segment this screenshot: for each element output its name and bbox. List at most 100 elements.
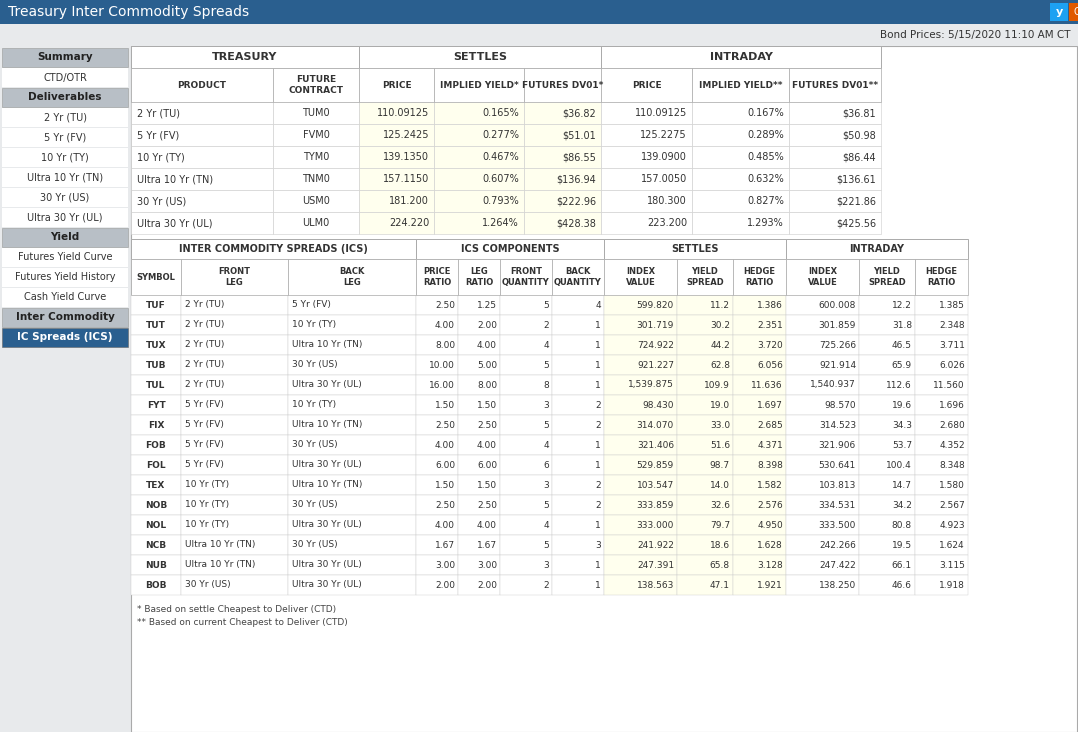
Bar — [677, 475, 733, 495]
Bar — [786, 475, 859, 495]
Text: 241.922: 241.922 — [637, 540, 674, 550]
Bar — [859, 259, 915, 295]
Bar — [789, 102, 881, 124]
Bar — [789, 168, 881, 190]
Bar — [552, 415, 604, 435]
Text: YIELD
SPREAD: YIELD SPREAD — [868, 267, 906, 287]
Bar — [458, 435, 500, 455]
Bar — [786, 259, 859, 295]
Bar — [500, 495, 552, 515]
Text: BOB: BOB — [146, 580, 167, 589]
Bar — [458, 535, 500, 555]
Bar — [677, 495, 733, 515]
Bar — [416, 335, 458, 355]
Bar — [2, 248, 128, 267]
Bar — [132, 46, 359, 68]
Bar — [915, 435, 968, 455]
Bar — [733, 335, 786, 355]
Bar — [434, 68, 524, 102]
Bar — [181, 575, 288, 595]
Bar — [604, 355, 677, 375]
Bar — [677, 259, 733, 295]
Bar — [786, 335, 859, 355]
Text: Bond Prices: 5/15/2020 11:10 AM CT: Bond Prices: 5/15/2020 11:10 AM CT — [880, 30, 1070, 40]
Text: $36.81: $36.81 — [842, 108, 876, 118]
Text: TUX: TUX — [146, 340, 166, 349]
Bar — [733, 395, 786, 415]
Bar — [2, 88, 128, 107]
Bar — [132, 68, 273, 102]
Text: 1.624: 1.624 — [939, 540, 965, 550]
Text: 2 Yr (TU): 2 Yr (TU) — [137, 108, 180, 118]
Bar — [786, 375, 859, 395]
Text: 4.352: 4.352 — [939, 441, 965, 449]
Text: 1.67: 1.67 — [476, 540, 497, 550]
Bar — [733, 415, 786, 435]
Text: 10 Yr (TY): 10 Yr (TY) — [292, 321, 336, 329]
Bar — [181, 395, 288, 415]
Bar — [2, 48, 128, 67]
Bar — [692, 168, 789, 190]
Text: 333.859: 333.859 — [637, 501, 674, 509]
Bar — [458, 335, 500, 355]
Text: 125.2425: 125.2425 — [383, 130, 429, 140]
Text: 2: 2 — [543, 321, 549, 329]
Bar — [458, 515, 500, 535]
Bar — [552, 335, 604, 355]
Text: 112.6: 112.6 — [886, 381, 912, 389]
Text: 4.00: 4.00 — [436, 441, 455, 449]
Bar — [786, 455, 859, 475]
Bar — [288, 455, 416, 475]
Text: 724.922: 724.922 — [637, 340, 674, 349]
Bar — [733, 295, 786, 315]
Bar — [604, 495, 677, 515]
Text: 224.220: 224.220 — [389, 218, 429, 228]
Text: IC Spreads (ICS): IC Spreads (ICS) — [17, 332, 113, 343]
Bar — [602, 168, 692, 190]
Bar — [786, 515, 859, 535]
Bar — [524, 68, 602, 102]
Text: 1: 1 — [595, 561, 602, 569]
Bar — [552, 295, 604, 315]
Text: 2 Yr (TU): 2 Yr (TU) — [185, 321, 224, 329]
Bar — [786, 415, 859, 435]
Bar — [604, 555, 677, 575]
Bar — [733, 475, 786, 495]
Text: 223.200: 223.200 — [647, 218, 687, 228]
Text: PRICE: PRICE — [632, 81, 661, 89]
Bar — [359, 46, 602, 68]
Text: 2: 2 — [543, 580, 549, 589]
Bar — [500, 515, 552, 535]
Bar — [416, 495, 458, 515]
Bar — [859, 355, 915, 375]
Text: 6.026: 6.026 — [939, 360, 965, 370]
Bar — [273, 168, 359, 190]
Text: 4.950: 4.950 — [757, 520, 783, 529]
Text: 51.6: 51.6 — [710, 441, 730, 449]
Text: 2.576: 2.576 — [757, 501, 783, 509]
Text: ULM0: ULM0 — [302, 218, 330, 228]
Text: 2.50: 2.50 — [436, 501, 455, 509]
Text: 11.2: 11.2 — [710, 301, 730, 310]
Bar — [181, 335, 288, 355]
Text: 3.00: 3.00 — [476, 561, 497, 569]
Text: 10 Yr (TY): 10 Yr (TY) — [137, 152, 184, 162]
Bar — [434, 168, 524, 190]
Text: TUB: TUB — [146, 360, 166, 370]
Text: 301.719: 301.719 — [637, 321, 674, 329]
Bar — [552, 395, 604, 415]
Text: 103.547: 103.547 — [637, 480, 674, 490]
Bar — [181, 315, 288, 335]
Text: SYMBOL: SYMBOL — [137, 272, 176, 282]
Bar — [552, 495, 604, 515]
Text: 0.827%: 0.827% — [747, 196, 784, 206]
Bar — [915, 495, 968, 515]
Bar — [915, 475, 968, 495]
Text: 1: 1 — [595, 441, 602, 449]
Bar — [604, 295, 677, 315]
Bar — [500, 295, 552, 315]
Bar — [733, 575, 786, 595]
Text: 4.00: 4.00 — [436, 520, 455, 529]
Bar — [500, 415, 552, 435]
Text: 157.1150: 157.1150 — [383, 174, 429, 184]
